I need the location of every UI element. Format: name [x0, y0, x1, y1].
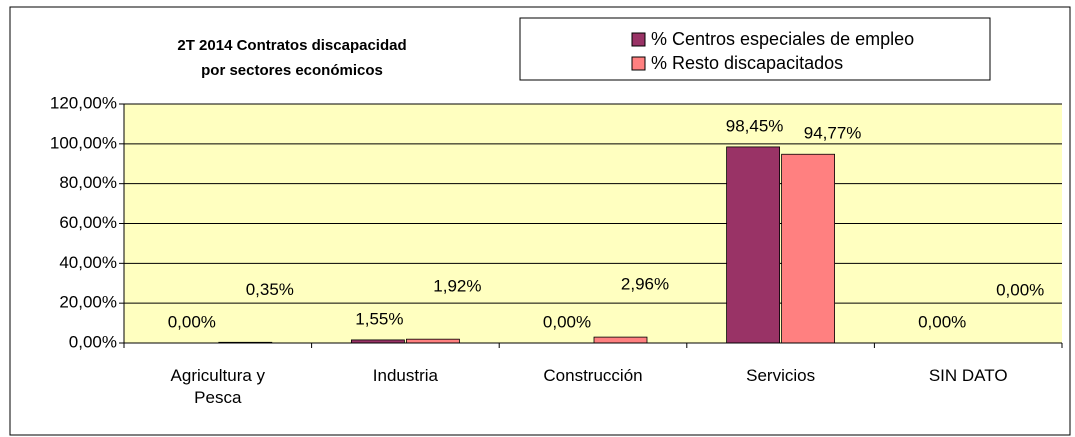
- chart-title: por sectores económicos: [201, 62, 383, 79]
- data-label: 98,45%: [726, 116, 784, 135]
- chart-title: 2T 2014 Contratos discapacidad: [177, 37, 406, 54]
- data-label: 0,00%: [918, 312, 966, 331]
- y-tick-label: 20,00%: [59, 293, 117, 312]
- bar: [405, 338, 460, 344]
- legend-box: [519, 17, 991, 81]
- bar: [781, 153, 835, 344]
- data-label: 2,96%: [621, 275, 669, 294]
- y-tick-label: 0,00%: [69, 332, 117, 351]
- legend-swatch: [631, 32, 646, 47]
- legend-label: % Resto discapacitados: [651, 53, 843, 73]
- y-tick-label: 60,00%: [59, 213, 117, 232]
- data-label: 0,00%: [168, 312, 216, 331]
- data-label: 0,00%: [543, 312, 591, 331]
- data-label: 1,92%: [433, 277, 481, 296]
- x-tick-label: SIN DATO: [928, 366, 1008, 385]
- x-tick-label: Construcción: [543, 366, 643, 385]
- y-tick-label: 40,00%: [59, 253, 117, 272]
- data-label: 1,55%: [355, 309, 403, 328]
- x-tick-label: Industria: [372, 366, 438, 385]
- data-label: 0,00%: [996, 280, 1044, 299]
- x-tick-label: Servicios: [746, 366, 816, 385]
- y-tick-label: 120,00%: [50, 93, 117, 112]
- legend-swatch: [631, 56, 646, 71]
- legend-label: % Centros especiales de empleo: [651, 29, 914, 49]
- x-tick-label: Agricultura y Pesca: [170, 366, 266, 407]
- bar: [726, 146, 780, 344]
- bar: [593, 336, 648, 344]
- data-label: 0,35%: [246, 280, 294, 299]
- data-label: 94,77%: [804, 124, 862, 143]
- y-tick-label: 80,00%: [59, 173, 117, 192]
- y-tick-label: 100,00%: [50, 133, 117, 152]
